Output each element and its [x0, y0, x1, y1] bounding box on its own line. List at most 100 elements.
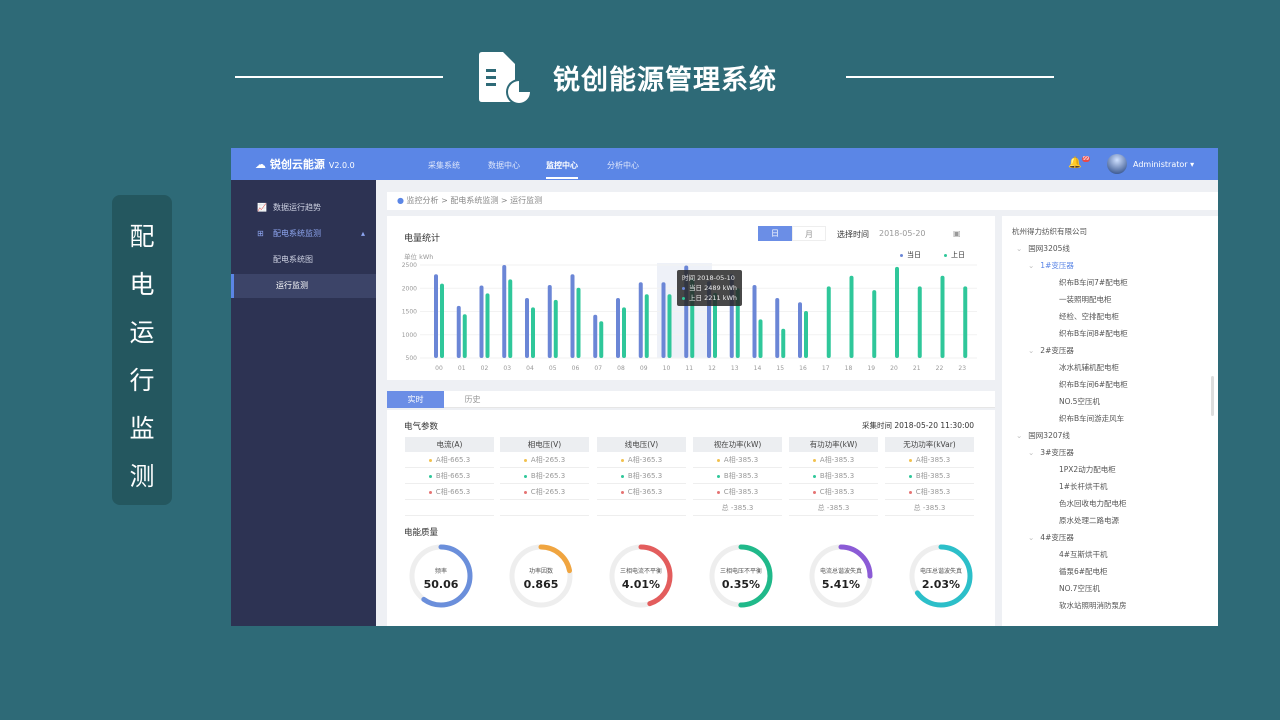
tree-node[interactable]: 织布B车间游走风车: [1059, 413, 1124, 424]
bar-today-10[interactable]: [661, 282, 666, 358]
tab-month[interactable]: 月: [792, 226, 826, 241]
bar-today-02[interactable]: [479, 285, 484, 358]
bar-yesterday-07[interactable]: [599, 321, 604, 358]
bar-today-16[interactable]: [798, 302, 802, 358]
y-tick-label: 500: [406, 355, 418, 362]
phase-dot: [716, 490, 720, 494]
bar-yesterday-19[interactable]: [872, 290, 877, 358]
tree-node[interactable]: 软水站照明消防泵房: [1059, 600, 1127, 611]
param-row: A相-385.3: [789, 452, 878, 468]
chevron-down-icon[interactable]: ⌄: [1028, 346, 1035, 355]
bar-yesterday-02[interactable]: [485, 293, 490, 358]
chevron-down-icon[interactable]: ⌄: [1028, 261, 1035, 270]
param-value: A相-385.3: [915, 456, 951, 464]
tree-node[interactable]: 1PX2动力配电柜: [1059, 464, 1116, 475]
tree-node[interactable]: 杭州得力纺织有限公司: [1012, 226, 1087, 237]
tree-node[interactable]: 织布B车间6#配电柜: [1059, 379, 1128, 390]
bar-yesterday-03[interactable]: [508, 279, 513, 358]
section-label-char: 监: [129, 414, 155, 443]
bar-today-00[interactable]: [434, 274, 438, 358]
param-row: B相-265.3: [500, 468, 589, 484]
tab-realtime[interactable]: 实时: [387, 391, 444, 408]
tree-node[interactable]: 1#长杆烘干机: [1059, 481, 1108, 492]
tree-node[interactable]: 经检、空排配电柜: [1059, 311, 1119, 322]
tooltip-yesterday: 上日 2211 kWh: [682, 293, 737, 303]
bar-yesterday-23[interactable]: [963, 286, 968, 358]
sidebar-item-distribution-monitor[interactable]: ⊞ 配电系统监测 ▴: [231, 222, 376, 246]
user-name: Administrator: [1133, 160, 1188, 169]
bar-yesterday-09[interactable]: [644, 294, 649, 358]
bar-today-06[interactable]: [570, 274, 575, 358]
bar-today-07[interactable]: [593, 314, 598, 358]
bell-icon[interactable]: 🔔99: [1068, 156, 1091, 169]
bar-yesterday-00[interactable]: [440, 283, 444, 358]
tree-node[interactable]: ⌄ 国网3205线: [1016, 243, 1070, 254]
bar-yesterday-05[interactable]: [553, 299, 558, 358]
bar-yesterday-04[interactable]: [531, 307, 535, 358]
tab-history[interactable]: 历史: [464, 395, 481, 404]
title-rule-right: [846, 76, 1054, 78]
bar-yesterday-16[interactable]: [804, 311, 808, 358]
tree-node[interactable]: 一装照明配电柜: [1059, 294, 1112, 305]
bar-yesterday-08[interactable]: [622, 307, 626, 358]
brand-logo[interactable]: ☁ 锐创云能源 V2.0.0: [255, 156, 355, 172]
sidebar-item-trend[interactable]: 📈 数据运行趋势: [231, 196, 376, 220]
bar-yesterday-06[interactable]: [576, 287, 581, 358]
bar-yesterday-18[interactable]: [849, 275, 854, 358]
param-table: 电流(A) A相-665.3 B相-665.3 C相-665.3: [405, 437, 494, 516]
nav-data-center[interactable]: 数据中心: [488, 161, 520, 170]
bar-today-05[interactable]: [547, 284, 552, 358]
calendar-icon[interactable]: ▣: [953, 229, 961, 238]
x-tick-label: 16: [799, 365, 807, 372]
plus-box-icon: ⊞: [257, 229, 264, 238]
bar-today-04[interactable]: [525, 298, 529, 358]
chevron-down-icon[interactable]: ⌄: [1016, 244, 1023, 253]
bar-yesterday-12[interactable]: [713, 292, 717, 358]
bar-today-15[interactable]: [775, 298, 780, 358]
tree-node[interactable]: ⌄ 1#变压器: [1028, 260, 1074, 271]
bar-yesterday-01[interactable]: [462, 314, 467, 358]
param-value: 总 -385.3: [817, 504, 850, 512]
nav-monitor-center[interactable]: 监控中心: [546, 160, 578, 179]
x-tick-label: 13: [731, 365, 739, 372]
bar-yesterday-15[interactable]: [781, 328, 786, 358]
bar-today-08[interactable]: [616, 298, 620, 358]
tree-node[interactable]: 原水处理二路电源: [1059, 515, 1119, 526]
tree-node[interactable]: 织布B车间8#配电柜: [1059, 328, 1128, 339]
bar-yesterday-14[interactable]: [758, 319, 763, 358]
avatar[interactable]: [1107, 154, 1127, 174]
bar-yesterday-22[interactable]: [940, 275, 945, 358]
tree-node[interactable]: NO.7空压机: [1059, 583, 1100, 594]
date-input[interactable]: 2018-05-20: [879, 229, 926, 238]
tree-node[interactable]: 冰水机辅机配电柜: [1059, 362, 1119, 373]
tree-node[interactable]: 织布B车间7#配电柜: [1059, 277, 1128, 288]
tree-node[interactable]: ⌄ 4#变压器: [1028, 532, 1074, 543]
sidebar-item-run-monitor[interactable]: 运行监测: [231, 274, 376, 298]
tree-node[interactable]: 循泵6#配电柜: [1059, 566, 1108, 577]
tree-node[interactable]: ⌄ 国网3207线: [1016, 430, 1070, 441]
bar-yesterday-20[interactable]: [895, 266, 899, 358]
tree-node[interactable]: 4#互斯烘干机: [1059, 549, 1108, 560]
nav-collect[interactable]: 采集系统: [428, 161, 460, 170]
bar-yesterday-10[interactable]: [667, 294, 672, 358]
bar-today-03[interactable]: [502, 265, 507, 358]
tree-node[interactable]: NO.5空压机: [1059, 396, 1100, 407]
param-table: 线电压(V) A相-365.3 B相-365.3 C相-365.3: [597, 437, 686, 516]
user-menu[interactable]: Administrator ▾: [1133, 160, 1194, 169]
tree-node[interactable]: 色水回收电力配电柜: [1059, 498, 1127, 509]
nav-analysis-center[interactable]: 分析中心: [607, 161, 639, 170]
tree-node[interactable]: ⌄ 2#变压器: [1028, 345, 1074, 356]
bar-yesterday-17[interactable]: [826, 286, 831, 358]
scrollbar[interactable]: [1211, 376, 1214, 416]
bar-today-01[interactable]: [456, 305, 461, 358]
bar-today-09[interactable]: [638, 282, 643, 358]
chevron-down-icon[interactable]: ⌄: [1028, 448, 1035, 457]
tree-node[interactable]: ⌄ 3#变压器: [1028, 447, 1074, 458]
x-tick-label: 01: [458, 365, 466, 372]
sidebar-item-distribution-diagram[interactable]: 配电系统图: [231, 248, 376, 272]
tab-day[interactable]: 日: [758, 226, 792, 241]
chevron-down-icon[interactable]: ⌄: [1028, 533, 1035, 542]
chevron-down-icon[interactable]: ⌄: [1016, 431, 1023, 440]
bar-yesterday-21[interactable]: [917, 286, 922, 358]
bar-today-14[interactable]: [752, 284, 757, 358]
